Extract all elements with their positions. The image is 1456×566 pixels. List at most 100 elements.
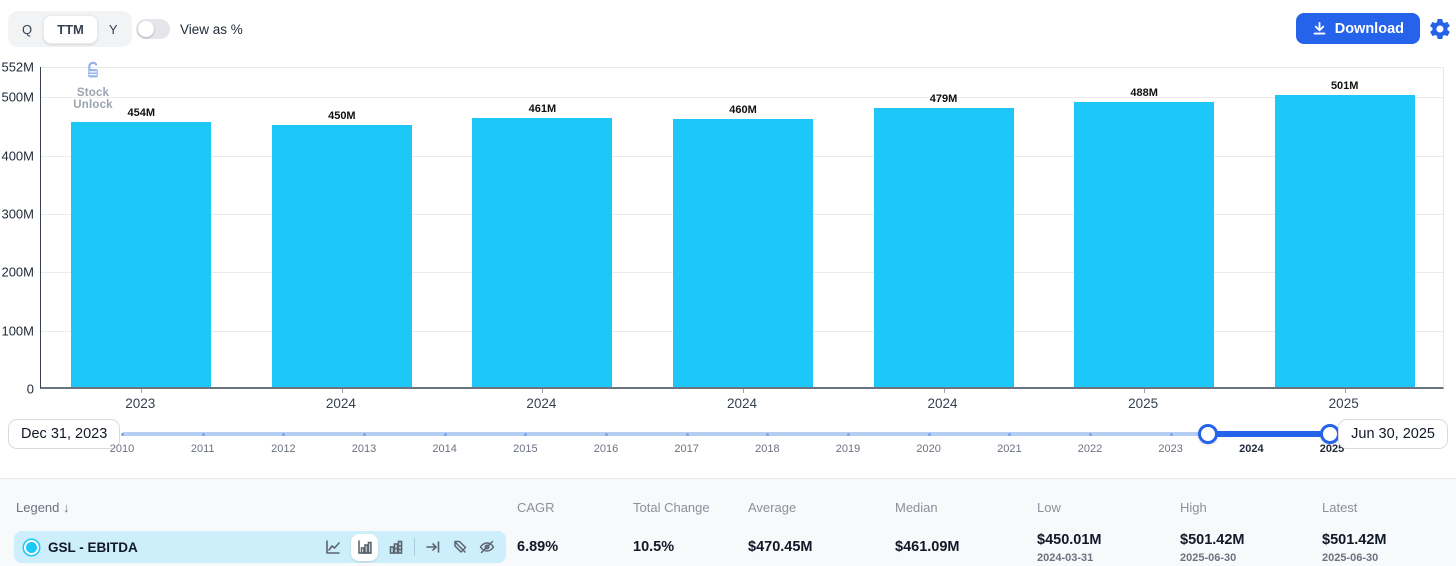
bar-2023-454M[interactable]: [71, 122, 212, 387]
view-as-percent-control: View as %: [136, 19, 243, 39]
year-label-2023: 2023: [1158, 443, 1183, 455]
year-tick-dot: [1089, 433, 1092, 436]
year-label-2020: 2020: [916, 443, 941, 455]
x-tick: [743, 389, 744, 393]
stat-date-latest: 2025-06-30: [1322, 552, 1379, 564]
x-tick-label: 2024: [726, 396, 758, 411]
year-tick-dot: [201, 433, 205, 436]
year-tick-dot: [121, 433, 124, 436]
bar-value-label: 479M: [929, 92, 958, 105]
year-tick-dot: [847, 433, 850, 436]
legend-header[interactable]: Legend ↓: [16, 500, 70, 515]
x-tick-label: 2024: [526, 396, 557, 411]
slider-track[interactable]: [122, 432, 1332, 436]
view-as-percent-toggle[interactable]: [136, 19, 170, 39]
bar-2025-501M[interactable]: [1274, 94, 1415, 387]
year-tick-dot: [927, 433, 931, 436]
bar-value-label: 461M: [528, 103, 557, 116]
gridline: [41, 67, 1443, 68]
year-label-2014: 2014: [432, 443, 457, 455]
ebitda-bar-chart: 552M 500M 400M 300M 200M 100M 0 454M 450M 461M 46…: [0, 60, 1456, 415]
bar-value-label: 450M: [328, 109, 356, 122]
slider-handle-start[interactable]: [1197, 424, 1218, 444]
period-option-ttm[interactable]: TTM: [43, 14, 98, 44]
legend-row[interactable]: GSL - EBITDA: [14, 531, 506, 563]
line-chart-icon[interactable]: [324, 538, 342, 556]
axis-right-icon[interactable]: [424, 538, 442, 556]
bar-2024-450M[interactable]: [271, 124, 412, 387]
x-tick-label: 2025: [1128, 396, 1159, 411]
stat-date-high: 2025-06-30: [1180, 552, 1237, 564]
toggle-knob: [138, 21, 154, 37]
stock-unlock-lock-icon: [82, 61, 104, 86]
sort-arrow-down-icon: ↓: [63, 500, 70, 515]
bar-2024-461M[interactable]: [472, 118, 613, 387]
bar-chart-icon[interactable]: [351, 533, 378, 561]
x-tick: [141, 389, 143, 393]
y-tick-label: 500M: [1, 89, 34, 105]
date-range-slider: Dec 31, 2023 2010 2011 2012 2013 2014 2015 201…: [0, 417, 1456, 469]
stat-value-average: $470.45M: [748, 539, 813, 555]
stacked-bar-chart-icon[interactable]: [387, 538, 405, 556]
bar-value-label: 460M: [729, 103, 757, 116]
x-tick-label: 2024: [325, 396, 356, 411]
stat-value-latest: $501.42M: [1322, 532, 1387, 548]
year-tick-dot: [363, 433, 366, 436]
stat-header-high: High: [1180, 500, 1207, 515]
gridline: [41, 97, 1443, 99]
stat-date-low: 2024-03-31: [1037, 552, 1094, 564]
year-label-2025: 2025: [1319, 443, 1345, 455]
download-label: Download: [1334, 20, 1404, 37]
bar-2024-460M[interactable]: [673, 118, 813, 387]
toolbar: Q TTM Y View as % Download: [0, 0, 1456, 58]
year-tick-dot: [443, 433, 447, 436]
year-tick-dot: [605, 433, 608, 436]
stat-header-cagr: CAGR: [517, 500, 555, 515]
year-label-2012: 2012: [271, 443, 296, 455]
slider-handle-end[interactable]: [1319, 424, 1340, 444]
series-action-icons: [324, 533, 496, 561]
year-tick-dot: [1008, 433, 1012, 436]
settings-gear-icon[interactable]: [1428, 17, 1452, 41]
stat-header-total-change: Total Change: [633, 500, 710, 515]
year-label-2021: 2021: [997, 443, 1022, 455]
stat-header-median: Median: [895, 500, 938, 515]
year-label-2011: 2011: [190, 443, 215, 455]
icon-divider: [414, 538, 415, 556]
year-label-2013: 2013: [351, 443, 377, 455]
x-tick: [542, 389, 544, 393]
watermark-text: Stock Unlock: [73, 87, 113, 111]
tag-off-icon[interactable]: [451, 538, 469, 556]
period-option-q[interactable]: Q: [22, 21, 33, 37]
year-tick-dot: [766, 433, 770, 436]
bar-2024-479M[interactable]: [873, 107, 1014, 387]
stats-section: Legend ↓ CAGR 6.89% Total Change 10.5% Avera…: [0, 478, 1456, 566]
bar-value-label: 488M: [1130, 87, 1158, 100]
period-option-y[interactable]: Y: [108, 21, 118, 37]
download-button[interactable]: Download: [1295, 13, 1420, 44]
year-label-2019: 2019: [835, 443, 861, 455]
slider-selected-range[interactable]: [1207, 431, 1330, 437]
y-tick-label: 200M: [1, 264, 34, 280]
x-tick-label: 2024: [927, 396, 958, 411]
y-tick-label: 0: [26, 381, 34, 397]
x-tick: [1344, 389, 1346, 393]
bar-value-label: 501M: [1330, 79, 1359, 92]
y-tick-label: 552M: [1, 59, 34, 75]
x-tick: [341, 389, 343, 393]
view-as-percent-label: View as %: [180, 21, 243, 37]
y-tick-label: 100M: [1, 323, 34, 339]
stat-header-low: Low: [1037, 500, 1061, 515]
range-end-date[interactable]: Jun 30, 2025: [1338, 419, 1448, 449]
series-name: GSL - EBITDA: [48, 539, 138, 555]
bar-2025-488M[interactable]: [1074, 102, 1215, 387]
stat-value-total-change: 10.5%: [633, 539, 675, 555]
year-label-2010: 2010: [109, 443, 135, 455]
year-label-2015: 2015: [513, 443, 538, 455]
range-start-date[interactable]: Dec 31, 2023: [8, 419, 121, 449]
stat-header-average: Average: [748, 500, 797, 515]
year-tick-dot: [685, 433, 689, 436]
year-label-2017: 2017: [674, 443, 699, 455]
watermark: Stock Unlock: [58, 60, 128, 111]
eye-off-icon[interactable]: [478, 538, 496, 556]
